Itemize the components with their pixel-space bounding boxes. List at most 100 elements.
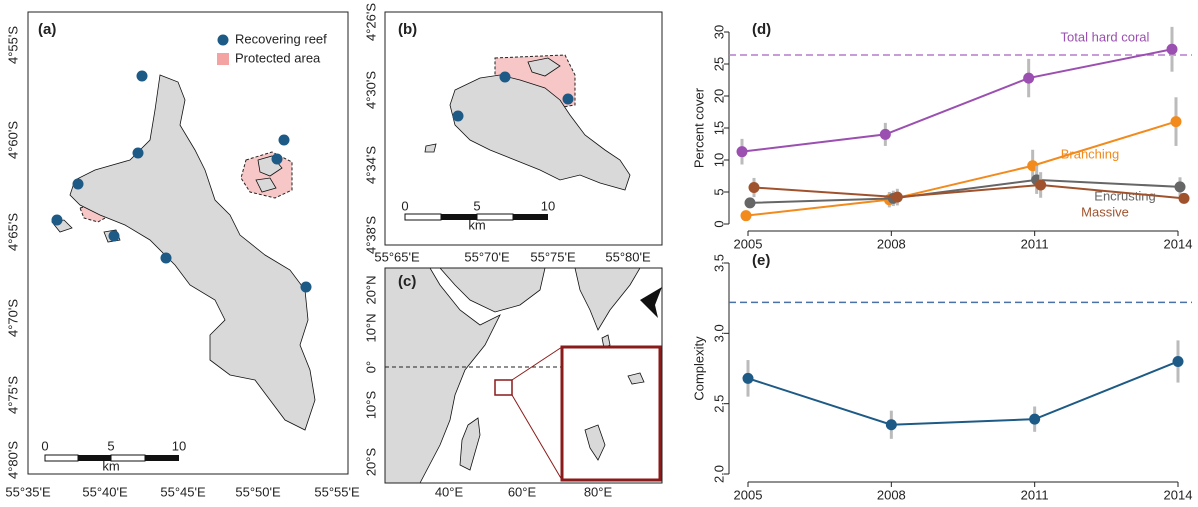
island <box>584 424 606 461</box>
y-axis-title: Percent cover <box>691 87 706 168</box>
point <box>879 128 891 140</box>
series-label: Branching <box>1061 146 1120 161</box>
point <box>1023 72 1035 84</box>
x-tick-label: 2005 <box>734 236 763 251</box>
x-tick-label: 2014 <box>1164 487 1193 502</box>
scale-label: 10 <box>172 438 186 453</box>
x-tick-label: 2008 <box>877 236 906 251</box>
point <box>744 197 756 209</box>
map-x-tick-label: 55°55'E <box>314 484 360 499</box>
map-y-tick-label: 4°75'S <box>5 376 20 414</box>
map-y-tick-label: 4°38'S <box>363 216 378 254</box>
map-y-tick-label: 4°65'S <box>5 213 20 251</box>
scale-bar: 0 5 10 km <box>401 198 555 232</box>
point <box>748 182 760 194</box>
y-tick-label: 5 <box>711 188 726 195</box>
locator-box <box>494 379 513 396</box>
point <box>1178 192 1190 204</box>
reef-points <box>51 70 312 293</box>
series-line <box>747 360 1179 426</box>
map-y-tick-label: 20°S <box>363 448 378 477</box>
legend-marker <box>217 34 229 46</box>
map-x-tick-label: 80°E <box>584 484 613 499</box>
map-x-tick-label: 55°65'E <box>374 249 420 264</box>
y-tick-label: 2.0 <box>711 465 726 483</box>
y-tick-label: 15 <box>711 121 726 135</box>
map-x-tick-label: 55°45'E <box>160 484 206 499</box>
island <box>627 372 645 385</box>
map-x-tick-label: 55°70'E <box>464 249 510 264</box>
map-b: (b) 0 5 10 km <box>384 11 663 246</box>
island <box>424 143 437 153</box>
point <box>1174 181 1186 193</box>
x-tick-label: 2014 <box>1164 236 1193 251</box>
reef <box>160 252 172 264</box>
india <box>574 267 641 331</box>
reef <box>136 70 148 82</box>
frame <box>27 11 349 475</box>
x-tick-label: 2008 <box>877 487 906 502</box>
scale-label: 5 <box>107 438 114 453</box>
point <box>1035 179 1047 191</box>
island <box>449 74 631 191</box>
y-tick-label: 2.5 <box>711 395 726 413</box>
map-y-tick-label: 4°34'S <box>363 146 378 184</box>
madagascar <box>459 417 481 471</box>
reef <box>452 110 464 122</box>
point <box>1166 43 1178 55</box>
map-x-tick-label: 60°E <box>508 484 537 499</box>
reef <box>300 281 312 293</box>
y-tick-label: 3.5 <box>711 254 726 272</box>
series-line <box>741 48 1173 153</box>
map-x-tick-label: 55°80'E <box>605 249 651 264</box>
map-y-tick-label: 4°30'S <box>363 71 378 109</box>
island <box>527 57 561 77</box>
point <box>736 146 748 158</box>
frame <box>384 267 663 484</box>
map-y-tick-label: 10°S <box>363 391 378 420</box>
panel-label: (d) <box>752 21 771 38</box>
point <box>742 372 754 384</box>
connector <box>511 346 563 381</box>
scale-label: km <box>468 217 485 232</box>
point <box>1170 116 1182 128</box>
y-tick-label: 0 <box>711 220 726 227</box>
map-c: (c) <box>384 267 663 484</box>
y-tick-label: 25 <box>711 57 726 71</box>
map-x-tick-label: 55°40'E <box>82 484 128 499</box>
north-arrow <box>640 287 662 318</box>
island <box>255 177 277 193</box>
map-x-tick-label: 55°35'E <box>5 484 51 499</box>
map-y-tick-label: 10°N <box>363 313 378 342</box>
reef <box>278 134 290 146</box>
point <box>1172 355 1184 367</box>
reef <box>72 178 84 190</box>
x-tick-label: 2011 <box>1021 236 1049 251</box>
panel-label: (b) <box>398 21 417 38</box>
reef <box>271 153 283 165</box>
reef <box>499 71 511 83</box>
scale-label: 5 <box>473 198 480 213</box>
map-x-tick-label: 40°E <box>435 484 464 499</box>
map-y-tick-label: 0° <box>363 361 378 373</box>
arabia <box>439 267 546 313</box>
legend-label: Recovering reef <box>235 31 327 46</box>
map-y-tick-label: 20°N <box>363 275 378 304</box>
reef <box>51 214 63 226</box>
map-y-tick-label: 4°55'S <box>5 26 20 64</box>
x-tick-label: 2011 <box>1021 487 1049 502</box>
point <box>885 419 897 431</box>
legend-marker <box>217 53 229 65</box>
series-line <box>753 183 1185 200</box>
panel-label: (c) <box>398 273 416 290</box>
point <box>1029 413 1041 425</box>
island <box>69 74 316 431</box>
series-label: Total hard coral <box>1061 29 1150 44</box>
scale-label: 10 <box>541 198 555 213</box>
frame <box>384 11 663 246</box>
map-y-tick-label: 4°70'S <box>5 299 20 337</box>
reef <box>132 147 144 159</box>
y-axis-title: Complexity <box>691 336 706 401</box>
map-x-tick-label: 55°50'E <box>235 484 281 499</box>
